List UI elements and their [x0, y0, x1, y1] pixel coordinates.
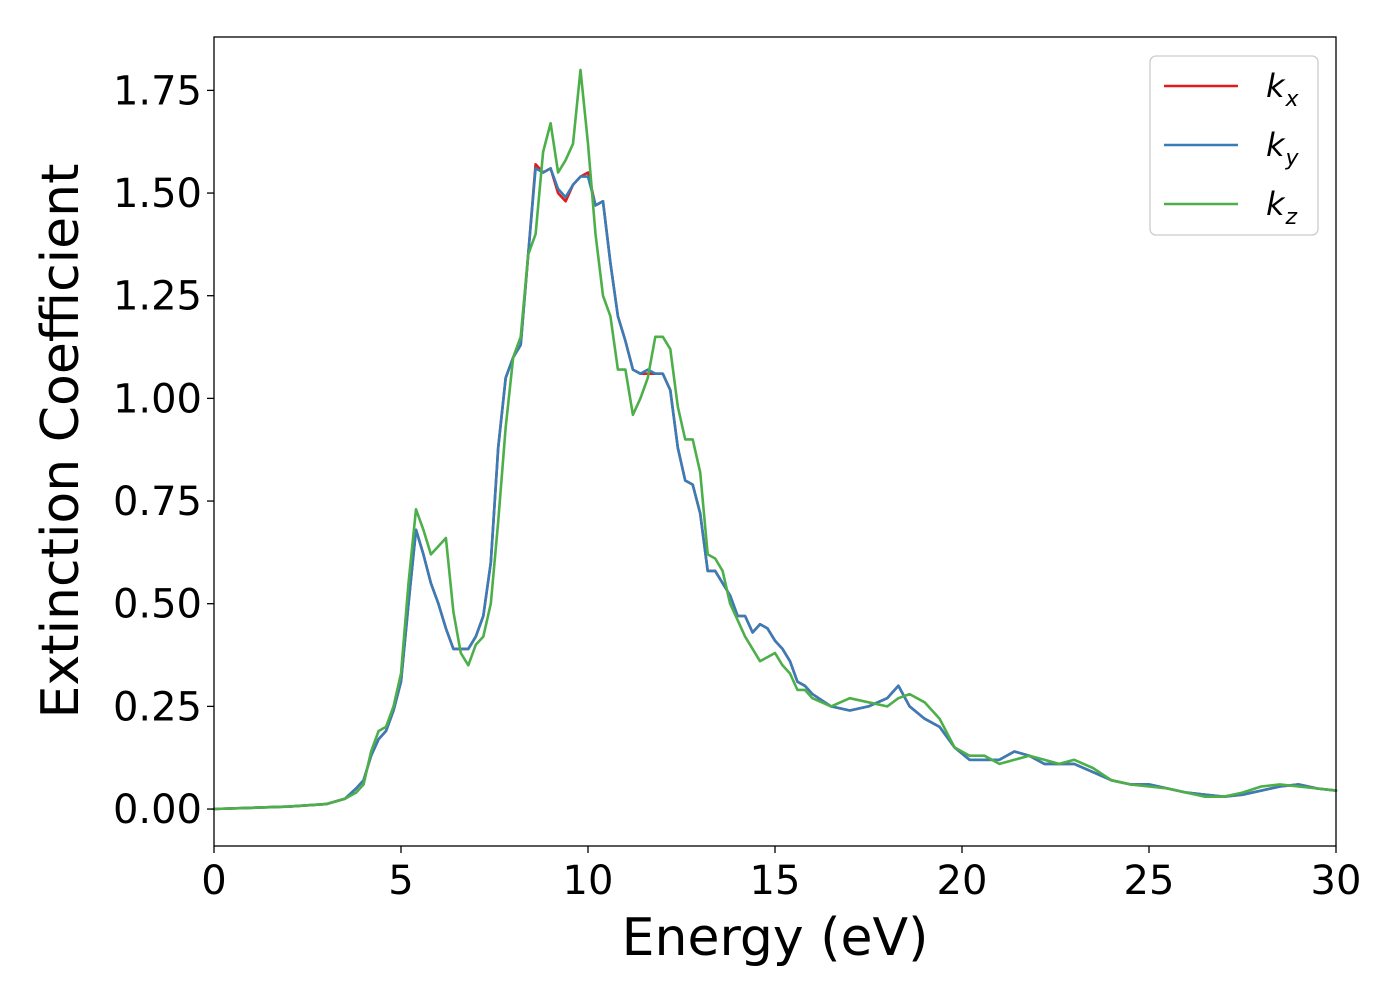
x-axis-ticks: 0 5 10 15 20 25 30 — [201, 846, 1361, 904]
series-line-kz — [212, 68, 1338, 811]
y-tick-label: 1.25 — [113, 274, 202, 320]
legend-label-main: k — [1266, 67, 1286, 105]
series-lines — [212, 68, 1338, 811]
legend-label-ky: ky — [1266, 126, 1300, 171]
y-tick-label: 0.00 — [113, 787, 202, 833]
y-tick-label: 0.25 — [113, 684, 202, 730]
legend-label-sub: x — [1285, 87, 1300, 112]
legend-label-kx: kx — [1266, 67, 1300, 112]
legend-label-main: k — [1266, 185, 1286, 223]
legend-label-sub: y — [1285, 146, 1300, 171]
y-tick-label: 1.50 — [113, 171, 202, 217]
legend-label-kz: kz — [1266, 185, 1298, 230]
y-tick-label: 1.75 — [113, 68, 202, 114]
y-tick-label: 0.50 — [113, 582, 202, 628]
x-tick-label: 20 — [937, 858, 988, 904]
legend-label-main: k — [1266, 126, 1286, 164]
x-tick-label: 5 — [388, 858, 413, 904]
y-axis-label: Extinction Coefficient — [31, 164, 91, 719]
x-tick-label: 15 — [750, 858, 801, 904]
series-line-kx — [212, 163, 1338, 811]
series-line-ky — [212, 167, 1338, 811]
y-tick-label: 0.75 — [113, 479, 202, 525]
x-tick-label: 30 — [1311, 858, 1362, 904]
y-tick-label: 1.00 — [113, 376, 202, 422]
legend-label-sub: z — [1285, 205, 1298, 230]
x-axis-label: Energy (eV) — [622, 908, 929, 968]
x-tick-label: 25 — [1124, 858, 1175, 904]
x-tick-label: 10 — [563, 858, 614, 904]
x-tick-label: 0 — [201, 858, 226, 904]
y-axis-ticks: 0.00 0.25 0.50 0.75 1.00 1.25 1.50 1.75 — [113, 68, 214, 833]
